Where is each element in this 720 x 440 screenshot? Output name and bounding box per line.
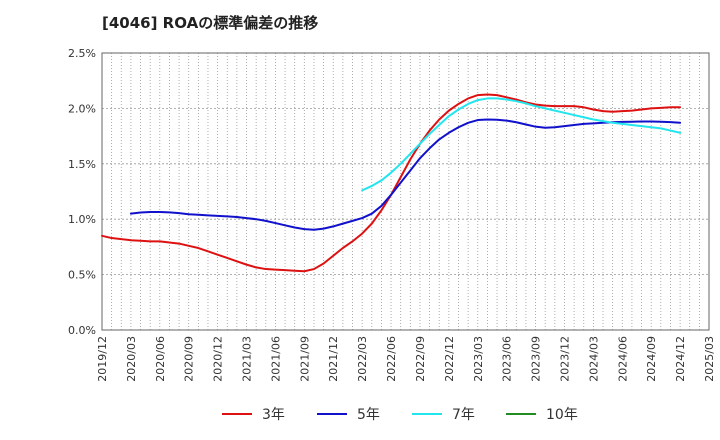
- x-tick-label: 2023/06: [501, 336, 514, 382]
- x-axis-tick-labels: 2019/12 2020/03 2020/06 2020/09 2020/12 2021/…: [96, 336, 716, 382]
- y-tick-label: 0.0%: [68, 324, 96, 337]
- x-tick-label: 2020/09: [183, 336, 196, 382]
- x-tick-label: 2021/12: [327, 336, 340, 382]
- legend-label-2: 5年: [357, 407, 380, 423]
- y-tick-label: 0.5%: [68, 269, 96, 282]
- x-tick-label: 2022/03: [356, 336, 369, 382]
- y-tick-label: 1.5%: [68, 158, 96, 171]
- x-tick-label: 2024/06: [616, 336, 629, 382]
- x-tick-label: 2023/12: [558, 336, 571, 382]
- x-tick-label: 2021/09: [298, 336, 311, 382]
- x-tick-label: 2025/03: [703, 336, 716, 382]
- series-line-3: [361, 97, 682, 192]
- x-tick-label: 2022/06: [385, 336, 398, 382]
- x-tick-label: 2020/12: [212, 336, 225, 382]
- grid-layer: [102, 53, 709, 330]
- x-tick-label: 2020/03: [125, 336, 138, 382]
- x-tick-label: 2020/06: [154, 336, 167, 382]
- x-tick-label: 2019/12: [96, 336, 109, 382]
- x-tick-label: 2023/09: [530, 336, 543, 382]
- legend-label-4: 10年: [546, 407, 578, 423]
- x-tick-label: 2023/03: [472, 336, 485, 382]
- x-tick-label: 2021/03: [241, 336, 254, 382]
- x-tick-label: 2024/12: [674, 336, 687, 382]
- chart-title: [4046] ROAの標準偏差の推移: [102, 14, 319, 32]
- x-tick-label: 2022/09: [414, 336, 427, 382]
- series-layer: [101, 93, 682, 273]
- x-tick-label: 2022/12: [443, 336, 456, 382]
- x-tick-label: 2021/06: [269, 336, 282, 382]
- y-axis-tick-labels: 0.0% 0.5% 1.0% 1.5% 2.0% 2.5%: [68, 47, 96, 337]
- y-tick-label: 1.0%: [68, 213, 96, 226]
- y-tick-label: 2.5%: [68, 47, 96, 60]
- y-tick-label: 2.0%: [68, 102, 96, 115]
- plot-frame: [101, 52, 710, 331]
- series-line-2: [129, 118, 682, 231]
- legend-label-1: 3年: [262, 407, 285, 423]
- legend: 3年 5年 7年 10年: [222, 407, 578, 423]
- legend-label-3: 7年: [452, 407, 475, 423]
- x-tick-label: 2024/09: [645, 336, 658, 382]
- x-tick-label: 2024/03: [587, 336, 600, 382]
